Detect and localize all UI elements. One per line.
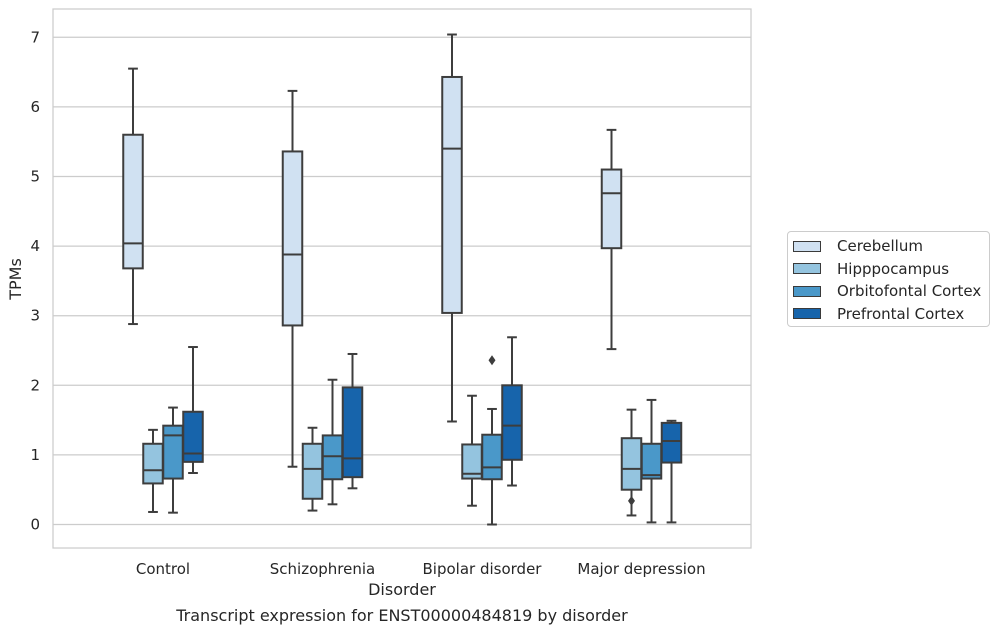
- legend-label: Orbitofontal Cortex: [837, 282, 982, 301]
- box-iqr: [321, 434, 344, 481]
- box-element: [501, 336, 523, 487]
- legend-item: Prefrontal Cortex: [788, 303, 989, 326]
- y-tick-label: 6: [30, 98, 40, 116]
- box-iqr: [501, 384, 523, 461]
- box-element: [182, 346, 204, 474]
- box-iqr: [441, 75, 463, 314]
- x-axis-ticks: Control Schizophrenia Bipolar disorder Majo…: [136, 560, 706, 578]
- legend-label: Cerebellum: [837, 237, 923, 256]
- box-element: [301, 426, 324, 512]
- legend: Cerebellum Hipppocampus Orbitofontal Corte…: [787, 231, 990, 327]
- x-tick-label: Control: [136, 560, 190, 578]
- y-axis-label: TPMs: [6, 258, 25, 301]
- x-tick-label: Bipolar disorder: [423, 560, 543, 578]
- y-tick-label: 2: [30, 376, 40, 394]
- box-iqr: [600, 168, 623, 250]
- box-iqr: [620, 437, 643, 491]
- plot-area-frame: [52, 8, 752, 549]
- box-iqr: [162, 424, 184, 480]
- y-tick-label: 7: [30, 28, 40, 46]
- box-element: [281, 89, 304, 468]
- box-element: [600, 128, 623, 351]
- box-element: [481, 355, 503, 526]
- outlier-point: [628, 495, 635, 506]
- figure-caption: Transcript expression for ENST0000048481…: [176, 606, 628, 625]
- legend-item: Cerebellum: [788, 235, 989, 258]
- box-element: [461, 394, 483, 507]
- legend-swatch: [793, 285, 821, 297]
- y-tick-label: 1: [30, 446, 40, 464]
- y-tick-label: 0: [30, 516, 40, 534]
- box-element: [321, 378, 344, 506]
- box-iqr: [182, 410, 204, 463]
- y-axis-ticks: 0 1 2 3 4 5 6 7: [30, 28, 40, 533]
- y-tick-label: 4: [30, 237, 40, 255]
- box-iqr: [660, 421, 683, 464]
- legend-swatch: [793, 308, 821, 320]
- box-iqr: [122, 133, 144, 270]
- box-iqr: [281, 150, 304, 327]
- x-tick-label: Major depression: [577, 560, 705, 578]
- box-iqr: [341, 386, 364, 479]
- legend-item: Orbitofontal Cortex: [788, 280, 989, 303]
- box-iqr: [301, 442, 324, 500]
- box-element: [640, 398, 663, 524]
- y-tick-label: 5: [30, 168, 40, 186]
- box-element: [660, 419, 683, 524]
- outlier-point: [488, 355, 496, 366]
- legend-swatch: [793, 240, 821, 252]
- legend-label: Prefrontal Cortex: [837, 304, 965, 323]
- legend-swatch: [793, 263, 821, 275]
- box-series: [122, 33, 683, 526]
- box-element: [441, 33, 463, 423]
- x-axis-label: Disorder: [368, 580, 436, 599]
- box-element: [122, 67, 144, 326]
- box-iqr: [481, 433, 503, 481]
- box-element: [341, 352, 364, 490]
- legend-label: Hipppocampus: [837, 259, 950, 278]
- legend-item: Hipppocampus: [788, 258, 989, 281]
- box-element: [142, 428, 164, 513]
- box-element: [620, 408, 643, 517]
- x-tick-label: Schizophrenia: [270, 560, 375, 578]
- box-iqr: [142, 442, 164, 485]
- box-element: [162, 406, 184, 514]
- box-iqr: [640, 442, 663, 480]
- y-tick-label: 3: [30, 307, 40, 325]
